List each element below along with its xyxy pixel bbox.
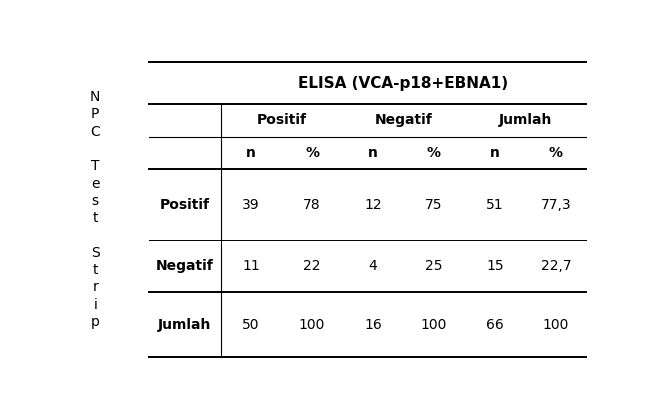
Text: N
P
C

T
e
s
t

S
t
r
i
p: N P C T e s t S t r i p (90, 90, 100, 329)
Text: Positif: Positif (160, 198, 210, 212)
Text: Jumlah: Jumlah (499, 113, 552, 127)
Text: Negatif: Negatif (375, 113, 432, 127)
Text: Positif: Positif (257, 113, 306, 127)
Text: 75: 75 (425, 198, 443, 212)
Text: 12: 12 (364, 198, 381, 212)
Text: 78: 78 (303, 198, 321, 212)
Text: 4: 4 (369, 260, 378, 274)
Text: 100: 100 (299, 318, 325, 332)
Text: 22: 22 (304, 260, 321, 274)
Text: 22,7: 22,7 (541, 260, 571, 274)
Text: n: n (368, 146, 378, 160)
Text: Negatif: Negatif (156, 260, 214, 274)
Text: 50: 50 (242, 318, 260, 332)
Text: 66: 66 (486, 318, 504, 332)
Text: 51: 51 (486, 198, 504, 212)
Text: %: % (549, 146, 563, 160)
Text: %: % (305, 146, 319, 160)
Text: Jumlah: Jumlah (158, 318, 211, 332)
Text: %: % (427, 146, 441, 160)
Text: 16: 16 (364, 318, 382, 332)
Text: 39: 39 (242, 198, 260, 212)
Text: 11: 11 (242, 260, 260, 274)
Text: n: n (246, 146, 256, 160)
Text: ELISA (VCA-p18+EBNA1): ELISA (VCA-p18+EBNA1) (298, 76, 508, 91)
Text: 77,3: 77,3 (541, 198, 571, 212)
Text: 25: 25 (425, 260, 443, 274)
Text: 100: 100 (421, 318, 447, 332)
Text: 15: 15 (486, 260, 504, 274)
Text: 100: 100 (543, 318, 569, 332)
Text: n: n (490, 146, 500, 160)
